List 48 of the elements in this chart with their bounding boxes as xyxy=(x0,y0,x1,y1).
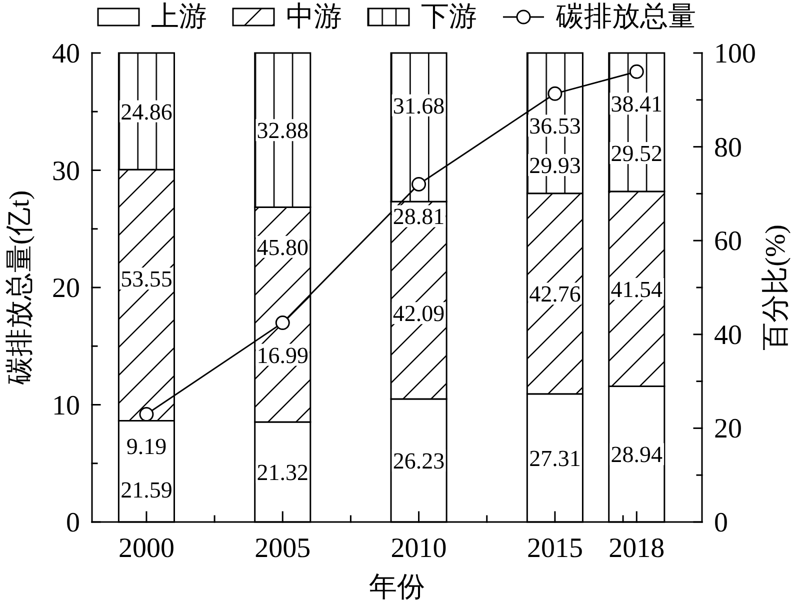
point xyxy=(548,86,562,101)
data-label: 45.80 xyxy=(256,234,308,260)
point xyxy=(139,406,154,422)
y2-tick-label: 40 xyxy=(714,320,742,351)
y-axis-title: 碳排放总量(亿t) xyxy=(4,190,36,386)
data-label: 36.53 xyxy=(529,114,581,139)
y2-tick-label: 80 xyxy=(714,132,742,164)
y-tick-label: 30 xyxy=(52,156,80,187)
y2-tick-label: 60 xyxy=(714,226,742,258)
data-label: 32.88 xyxy=(256,118,308,144)
y2-tick-label: 0 xyxy=(714,508,728,538)
legend-label: 上游 xyxy=(151,2,207,32)
y-tick-label: 0 xyxy=(66,508,80,538)
data-label: 27.31 xyxy=(529,446,581,471)
y2-tick-label: 20 xyxy=(714,414,742,445)
y-tick-label: 20 xyxy=(52,273,80,304)
x-tick-label: 2018 xyxy=(608,533,665,564)
data-label: 29.93 xyxy=(529,153,581,178)
data-label: 41.54 xyxy=(610,276,664,302)
x-tick-label: 2005 xyxy=(254,533,311,564)
y-tick-label: 40 xyxy=(52,38,80,70)
x-tick-label: 2015 xyxy=(526,533,583,564)
y-tick-label: 10 xyxy=(52,390,80,422)
data-label: 26.23 xyxy=(392,448,445,474)
point xyxy=(412,176,426,192)
point xyxy=(629,64,644,79)
x-axis-title: 年份 xyxy=(369,572,425,603)
data-label: 42.76 xyxy=(529,282,581,307)
x-tick-label: 2010 xyxy=(390,533,447,564)
y2-tick-label: 100 xyxy=(714,38,756,70)
point xyxy=(275,316,290,330)
data-label: 16.99 xyxy=(256,342,308,368)
data-label: 53.55 xyxy=(120,266,172,292)
x-tick-label: 2000 xyxy=(118,533,174,564)
data-label: 29.52 xyxy=(610,141,663,166)
data-label: 28.94 xyxy=(610,442,664,468)
data-label: 31.68 xyxy=(392,93,445,118)
legend-label: 碳排放总量 xyxy=(555,2,696,32)
data-label: 21.32 xyxy=(256,460,308,486)
y2-axis-title: 百分比(%) xyxy=(760,224,792,350)
legend-label: 下游 xyxy=(421,2,477,32)
data-label: 9.19 xyxy=(126,434,167,460)
data-label: 21.59 xyxy=(120,478,172,503)
data-label: 42.09 xyxy=(392,301,445,326)
data-label: 28.81 xyxy=(392,204,445,230)
data-label: 38.41 xyxy=(610,92,663,117)
data-label: 24.86 xyxy=(120,99,172,124)
legend-label: 中游 xyxy=(286,2,342,32)
